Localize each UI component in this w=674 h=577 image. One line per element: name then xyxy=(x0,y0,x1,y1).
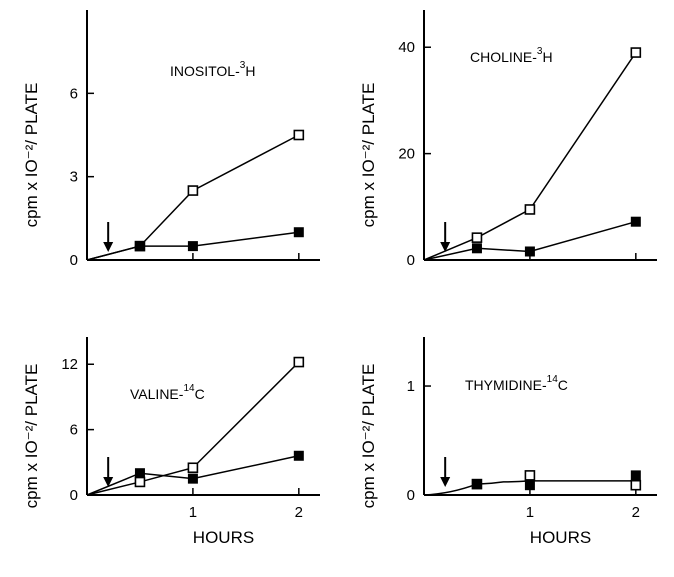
arrow-head xyxy=(440,477,451,487)
label-main: THYMIDINE- xyxy=(465,377,547,393)
open-square-point xyxy=(630,47,642,58)
series-line-filled xyxy=(86,455,299,496)
label-main: VALINE- xyxy=(130,386,184,402)
filled-square-point xyxy=(630,470,641,481)
panel-title: INOSITOL-3H xyxy=(170,60,255,79)
filled-square-point xyxy=(524,480,535,491)
filled-square-point xyxy=(630,216,641,227)
x-axis-label: HOURS xyxy=(193,528,254,547)
y-tick-label: 6 xyxy=(70,85,78,102)
panel-title: THYMIDINE-14C xyxy=(465,374,568,393)
open-square-point xyxy=(293,129,305,141)
x-axis-label: HOURS xyxy=(530,528,591,547)
y-axis-label: cpm x IO⁻²/ PLATE xyxy=(359,364,378,509)
arrow-head xyxy=(440,242,451,252)
y-tick-label: 3 xyxy=(70,169,78,186)
panel-4: 0 1 1 2 cpm x IO⁻²/ PLATE HOURS THYMIDINE-14C xyxy=(359,337,657,547)
open-square-point xyxy=(134,476,146,488)
y-tick-label: 40 xyxy=(398,39,415,56)
y-axis-label: cpm x IO⁻²/ PLATE xyxy=(22,83,41,228)
x-tick-label: 1 xyxy=(526,504,534,521)
panel-title: CHOLINE-3H xyxy=(470,46,553,65)
label-tail: C xyxy=(558,377,568,393)
open-square-point xyxy=(293,356,305,368)
open-square-point xyxy=(524,204,536,215)
y-tick-label: 0 xyxy=(407,252,415,269)
filled-square-point xyxy=(471,479,482,490)
y-tick-label: 0 xyxy=(70,487,78,504)
x-tick-label: 2 xyxy=(295,504,303,521)
series-line-open xyxy=(86,361,300,496)
y-tick-label: 0 xyxy=(407,487,415,504)
filled-square-point xyxy=(187,241,198,252)
label-sup: 3 xyxy=(240,60,246,71)
y-axis-label: cpm x IO⁻²/ PLATE xyxy=(359,83,378,228)
open-square-point xyxy=(187,462,199,474)
filled-square-point xyxy=(293,450,304,461)
open-square-point xyxy=(524,470,536,481)
x-tick-label: 1 xyxy=(189,504,197,521)
panel-2: 0 20 40 cpm x IO⁻²/ PLATE CHOLINE-3H xyxy=(359,10,657,269)
open-square-point xyxy=(471,232,483,243)
label-sup: 14 xyxy=(183,383,195,394)
filled-square-point xyxy=(187,473,198,484)
y-axis-label: cpm x IO⁻²/ PLATE xyxy=(22,364,41,509)
label-sup: 3 xyxy=(537,46,543,57)
label-main: CHOLINE- xyxy=(470,49,537,65)
label-main: INOSITOL- xyxy=(170,63,240,79)
y-tick-label: 1 xyxy=(407,378,415,395)
series-line-filled xyxy=(423,220,637,261)
panel-title: VALINE-14C xyxy=(130,383,205,402)
series-line-filled xyxy=(86,231,299,261)
open-square-point xyxy=(187,185,199,196)
y-tick-label: 6 xyxy=(70,422,78,439)
filled-square-point xyxy=(524,246,535,257)
series-line-open xyxy=(423,52,637,261)
y-tick-label: 12 xyxy=(61,356,78,373)
filled-square-point xyxy=(134,468,145,479)
label-tail: H xyxy=(542,49,552,65)
x-tick-label: 2 xyxy=(632,504,640,521)
y-tick-label: 20 xyxy=(398,146,415,163)
filled-square-point xyxy=(471,243,482,254)
open-square-point xyxy=(630,479,642,491)
arrow-head xyxy=(103,477,114,487)
y-tick-label: 0 xyxy=(70,252,78,269)
label-tail: H xyxy=(245,63,255,79)
filled-square-point xyxy=(134,241,145,252)
label-sup: 14 xyxy=(547,374,559,385)
filled-square-point xyxy=(293,227,304,238)
arrow-head xyxy=(103,242,114,252)
label-tail: C xyxy=(195,386,205,402)
